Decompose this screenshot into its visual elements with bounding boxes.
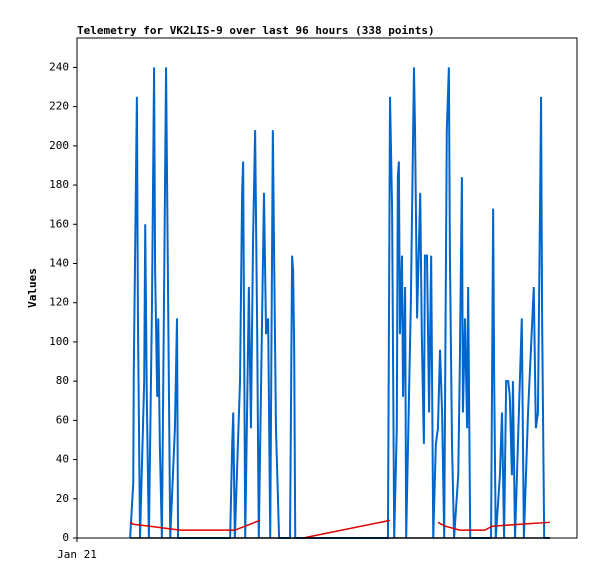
y-tick-label: 180 xyxy=(49,178,69,191)
y-axis-label: Values xyxy=(26,268,39,308)
y-tick-label: 100 xyxy=(49,335,69,348)
chart-title: Telemetry for VK2LIS-9 over last 96 hour… xyxy=(77,24,435,37)
x-tick-label: Jan 21 xyxy=(57,548,97,561)
y-tick-label: 160 xyxy=(49,217,69,230)
series-line xyxy=(129,519,550,539)
y-tick-label: 140 xyxy=(49,256,69,269)
y-tick-label: 240 xyxy=(49,60,69,73)
y-tick-label: 0 xyxy=(62,531,69,544)
y-tick-label: 20 xyxy=(56,492,69,505)
y-tick-label: 60 xyxy=(56,413,69,426)
y-tick-label: 80 xyxy=(56,374,69,387)
series-line xyxy=(129,67,550,539)
y-tick-label: 120 xyxy=(49,296,69,309)
y-tick-label: 220 xyxy=(49,100,69,113)
y-tick-label: 200 xyxy=(49,139,69,152)
y-tick-label: 40 xyxy=(56,453,69,466)
